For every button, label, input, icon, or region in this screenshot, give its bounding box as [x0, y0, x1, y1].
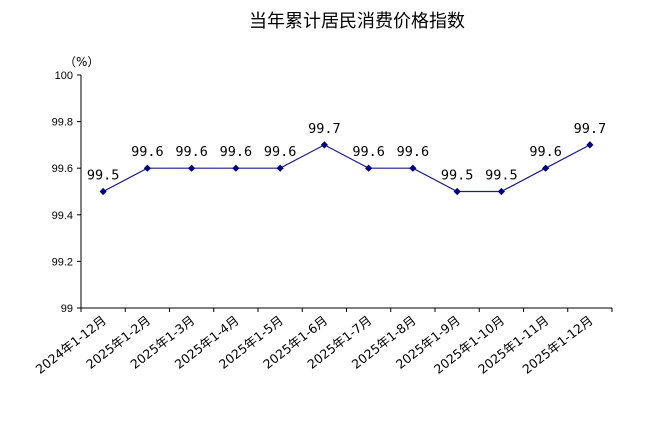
data-label: 99.6: [220, 144, 253, 160]
x-tick-labels: 2024年1-12月2025年1-2月2025年1-3月2025年1-4月202…: [33, 313, 596, 377]
y-unit-label: （%）: [64, 55, 99, 69]
data-point-marker: [409, 164, 417, 172]
data-point-marker: [232, 164, 240, 172]
data-label: 99.6: [397, 144, 430, 160]
data-point-marker: [453, 187, 461, 196]
data-label: 99.6: [529, 144, 562, 160]
data-label: 99.7: [574, 121, 607, 137]
y-tick-label: 99.8: [52, 117, 73, 129]
data-point-marker: [586, 141, 594, 149]
data-point-marker: [320, 141, 328, 149]
data-label: 99.5: [87, 168, 120, 184]
data-label: 99.5: [441, 168, 474, 184]
data-point-marker: [143, 164, 151, 172]
y-tick-label: 99.4: [52, 210, 73, 222]
data-point-marker: [276, 164, 284, 172]
data-label: 99.7: [308, 121, 341, 137]
data-point-marker: [497, 187, 505, 196]
data-label: 99.6: [352, 144, 385, 160]
data-point-marker: [365, 164, 373, 172]
data-label: 99.5: [485, 168, 518, 184]
series-line-group: [102, 144, 591, 193]
data-labels: 99.5 99.6 99.6 99.6 99.6 99.7 99.6 99.6 99.5 99.5…: [87, 121, 606, 184]
data-point-marker: [99, 187, 107, 196]
data-label: 99.6: [264, 144, 297, 160]
data-markers: [99, 141, 594, 196]
data-label: 99.6: [131, 144, 164, 160]
data-label: 99.6: [175, 144, 208, 160]
data-point-marker: [188, 164, 196, 172]
y-tick-label: 99.2: [52, 256, 73, 268]
y-tick-labels: 99 99.2 99.4 99.6 99.8 100: [52, 70, 73, 315]
chart-title: 当年累计居民消费价格指数: [249, 11, 465, 32]
series-line: [102, 144, 591, 193]
axes: [77, 74, 613, 312]
y-tick-label: 99.6: [52, 163, 73, 175]
y-tick-label: 100: [55, 70, 73, 82]
y-tick-label: 99: [61, 303, 73, 315]
data-point-marker: [542, 164, 550, 172]
